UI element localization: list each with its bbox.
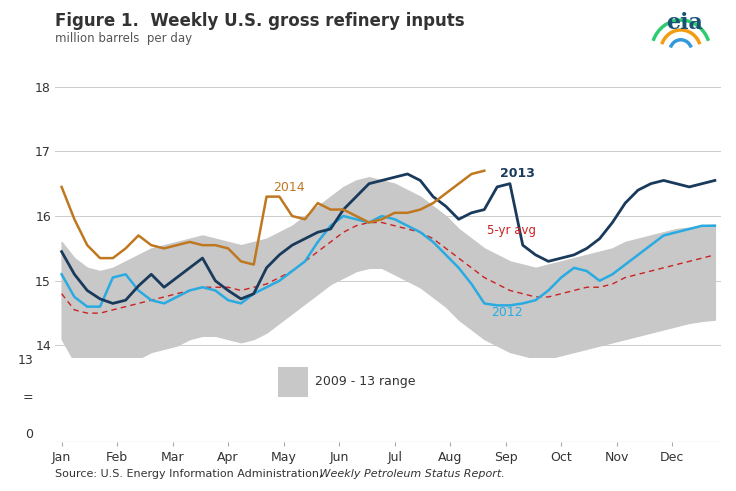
Text: 2014: 2014 (273, 182, 305, 194)
Text: Figure 1.  Weekly U.S. gross refinery inputs: Figure 1. Weekly U.S. gross refinery inp… (55, 12, 465, 30)
Text: Weekly Petroleum Status Report.: Weekly Petroleum Status Report. (316, 469, 505, 479)
Text: Source: U.S. Energy Information Administration,: Source: U.S. Energy Information Administ… (55, 469, 322, 479)
Bar (278, 367, 308, 397)
Text: eia: eia (666, 12, 703, 34)
Text: 0: 0 (25, 428, 33, 441)
Text: 5-yr avg: 5-yr avg (487, 223, 536, 237)
Text: million barrels  per day: million barrels per day (55, 32, 192, 45)
Text: 13: 13 (18, 355, 33, 367)
Text: =: = (23, 391, 33, 404)
Text: 2009 - 13 range: 2009 - 13 range (315, 375, 415, 388)
Text: 2012: 2012 (491, 306, 523, 319)
Text: 2013: 2013 (500, 167, 534, 180)
